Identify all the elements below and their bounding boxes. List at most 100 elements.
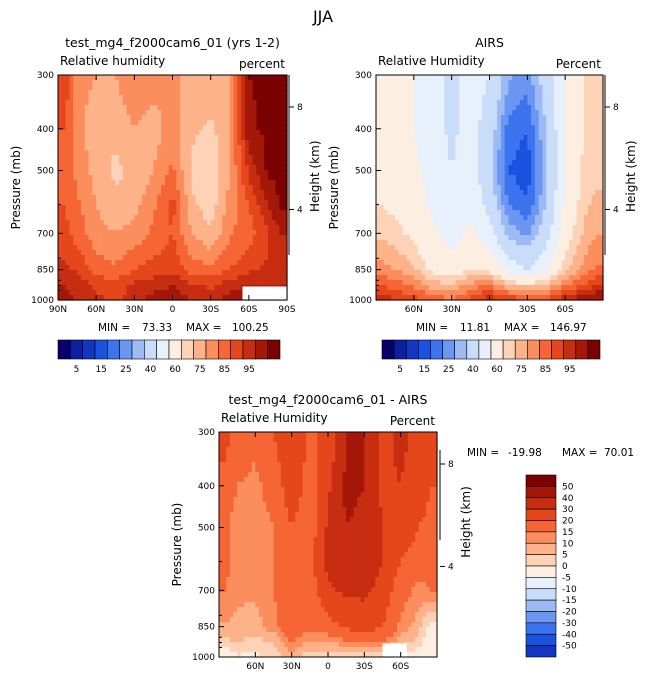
contour-cell (599, 185, 604, 191)
contour-cell (176, 195, 181, 201)
contour-cell (115, 220, 120, 226)
contour-cell (145, 180, 151, 186)
contour-cell (80, 90, 86, 96)
contour-cell (527, 235, 532, 241)
contour-cell (80, 130, 86, 136)
contour-cell (459, 125, 464, 131)
contour-cell (260, 75, 265, 81)
contour-cell (455, 155, 460, 161)
contour-cell (153, 235, 158, 241)
contour-cell (225, 290, 231, 296)
contour-cell (161, 205, 166, 211)
contour-cell (565, 200, 570, 206)
contour-cell (538, 125, 544, 131)
contour-cell (122, 290, 128, 296)
contour-cell (451, 130, 457, 136)
contour-cell (248, 85, 254, 91)
contour-cell (485, 190, 491, 196)
contour-cell (553, 170, 559, 176)
contour-cell (233, 225, 238, 231)
contour-cell (470, 105, 475, 111)
contour-cell (229, 280, 235, 286)
contour-cell (428, 155, 434, 161)
contour-cell (470, 250, 475, 256)
contour-cell (504, 175, 510, 181)
contour-cell (103, 225, 109, 231)
contour-cell (130, 250, 135, 256)
contour-cell (546, 185, 551, 191)
contour-cell (80, 180, 86, 186)
contour-cell (406, 250, 411, 256)
contour-cell (80, 220, 86, 226)
contour-cell (176, 245, 181, 251)
contour-cell (565, 210, 570, 216)
contour-cell (275, 75, 280, 81)
contour-cell (444, 230, 449, 236)
contour-cell (256, 245, 261, 251)
contour-cell (206, 275, 212, 281)
contour-cell (410, 120, 415, 126)
contour-cell (99, 190, 105, 196)
contour-cell (73, 165, 78, 171)
contour-cell (84, 280, 90, 286)
contour-cell (523, 120, 528, 126)
contour-cell (383, 180, 388, 186)
contour-cell (417, 150, 422, 156)
contour-cell (485, 100, 491, 106)
contour-cell (508, 115, 513, 121)
contour-cell (599, 240, 604, 246)
contour-cell (580, 75, 585, 81)
contour-cell (77, 160, 82, 166)
contour-cell (398, 125, 404, 131)
contour-cell (195, 235, 200, 241)
contour-cell (402, 90, 407, 96)
contour-cell (572, 95, 578, 101)
contour-cell (134, 115, 139, 121)
contour-cell (237, 260, 242, 266)
contour-cell (595, 80, 600, 86)
contour-cell (398, 245, 404, 251)
contour-cell (199, 215, 204, 221)
contour-cell (279, 240, 284, 246)
contour-cell (248, 150, 254, 156)
contour-cell (459, 190, 464, 196)
contour-cell (248, 275, 254, 281)
contour-cell (103, 240, 109, 246)
contour-cell (466, 150, 472, 156)
contour-cell (572, 190, 578, 196)
contour-cell (134, 200, 139, 206)
contour-cell (470, 235, 475, 241)
contour-cell (260, 245, 265, 251)
contour-cell (260, 105, 265, 111)
contour-cell (478, 120, 483, 126)
contour-cell (153, 280, 158, 286)
contour-cell (508, 245, 513, 251)
contour-cell (436, 185, 441, 191)
contour-cell (153, 275, 158, 281)
contour-cell (134, 150, 139, 156)
contour-cell (134, 75, 139, 81)
contour-cell (267, 150, 273, 156)
contour-cell (531, 130, 536, 136)
contour-cell (103, 155, 109, 161)
contour-cell (474, 185, 479, 191)
contour-cell (376, 115, 381, 121)
contour-cell (245, 240, 250, 246)
contour-cell (264, 100, 269, 106)
contour-cell (180, 80, 185, 86)
contour-cell (187, 275, 193, 281)
contour-cell (149, 155, 155, 161)
contour-cell (180, 110, 185, 116)
contour-cell (584, 195, 589, 201)
contour-cell (103, 245, 109, 251)
contour-cell (80, 245, 86, 251)
contour-cell (447, 130, 453, 136)
contour-cell (260, 150, 265, 156)
contour-cell (107, 155, 113, 161)
contour-cell (84, 115, 90, 121)
contour-cell (512, 165, 517, 171)
contour-cell (191, 200, 196, 206)
contour-cell (88, 220, 93, 226)
contour-cell (584, 80, 589, 86)
contour-cell (225, 90, 231, 96)
